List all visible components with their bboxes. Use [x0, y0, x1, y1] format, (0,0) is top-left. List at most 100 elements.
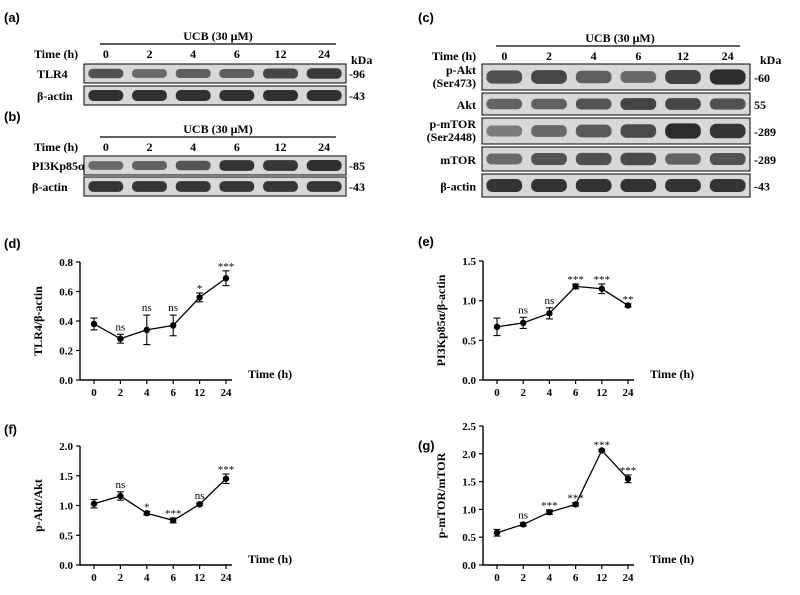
blot-b-1-band [132, 181, 167, 192]
blot-c-3-band [575, 152, 612, 166]
blot-b-1-band [219, 181, 255, 192]
data-point [90, 320, 98, 328]
chart-g: (g)0.00.51.01.52.02.50 2 4 6 12 24p-mTOR/mTOR… [418, 421, 694, 584]
data-point [572, 283, 579, 290]
data-point [170, 322, 177, 329]
blot-a-0-band [263, 68, 298, 79]
blot-c-0-band [486, 70, 523, 84]
blot-c-2-band [709, 123, 746, 139]
blot-b-time-tick: 24 [318, 140, 330, 154]
data-point [520, 521, 527, 528]
blot-c-2-band [575, 124, 612, 138]
blot-b-0-band [132, 161, 167, 170]
blot-c-3-band [531, 152, 567, 166]
significance-label: *** [594, 439, 611, 451]
blot-c-4-band [531, 178, 567, 193]
blot-b-time-tick: 2 [147, 140, 153, 154]
significance-label: ns [518, 304, 528, 316]
x-tick-label: 12 [596, 387, 608, 399]
blot-c-3-band [665, 153, 701, 165]
y-axis-label: p-mTOR/mTOR [434, 452, 448, 538]
blot-a-1-band [175, 90, 211, 101]
significance-label: * [144, 501, 150, 513]
data-point [598, 285, 605, 292]
blot-c-1-band [709, 98, 746, 110]
blot-c-time-label: Time (h) [432, 49, 476, 63]
blot-a-kda: -96 [349, 67, 365, 81]
blot-c-1-band [531, 98, 567, 110]
blot-a-treatment-label: UCB (30 μM) [183, 29, 252, 43]
data-point [90, 500, 98, 507]
blot-a-time-tick: 0 [103, 47, 109, 61]
x-tick-label: 2 [520, 572, 526, 584]
blot-a-time-tick: 2 [147, 47, 153, 61]
blot-b-row-label: PI3Kp85α [32, 159, 85, 173]
significance-label: *** [218, 261, 235, 273]
x-axis-label: Time (h) [248, 367, 292, 381]
blot-c-0-band [620, 71, 657, 83]
blot-c-kda: -289 [754, 153, 776, 167]
blot-c-1-band [665, 98, 701, 110]
blot-c-4-band [575, 178, 612, 193]
data-point [546, 310, 553, 317]
blot-b-time-tick: 12 [275, 140, 287, 154]
data-point [196, 501, 203, 508]
y-tick-label: 1.5 [462, 477, 476, 489]
blot-b-1-band [88, 181, 124, 192]
significance-label: *** [541, 500, 558, 512]
y-tick-label: 0.0 [462, 560, 476, 572]
x-tick-label: 0 [91, 572, 97, 584]
blot-a-kda: -43 [349, 89, 365, 103]
y-axis-label: PI3Kp85α/β-actin [434, 274, 448, 366]
blot-c-row-label: Akt [457, 98, 476, 112]
blot-a-row-label: TLR4 [37, 67, 68, 81]
x-tick-label: 6 [170, 572, 176, 584]
y-tick-label: 1.5 [59, 471, 73, 483]
x-axis-label: Time (h) [248, 552, 292, 566]
x-tick-label: 0 [494, 572, 500, 584]
x-tick-label: 24 [221, 387, 233, 399]
significance-label: *** [218, 464, 235, 476]
blot-c-row-label: β-actin [440, 180, 476, 194]
blot-c-0-band [709, 69, 746, 85]
data-point [624, 302, 632, 309]
x-tick-label: 0 [494, 387, 500, 399]
blot-c-4-band [620, 178, 657, 193]
x-tick-label: 24 [221, 572, 233, 584]
panel-label-a: (a) [4, 10, 20, 25]
blot-c-kda: -289 [754, 125, 776, 139]
blot-a-row-label: β-actin [37, 89, 73, 103]
y-tick-label: 0.0 [59, 560, 73, 572]
blot-c-4-band [665, 178, 701, 193]
data-point [117, 335, 124, 342]
y-tick-label: 0.8 [59, 257, 73, 269]
blot-c-kda: -43 [754, 180, 770, 194]
blot-b-time-label: Time (h) [34, 140, 78, 154]
y-axis-label: p-Akt/Akt [31, 479, 45, 532]
panel-label-g: (g) [418, 438, 435, 453]
blot-a-0-band [88, 68, 124, 79]
blot-c-kda: -60 [754, 71, 770, 85]
y-tick-label: 1.0 [59, 501, 73, 513]
blot-c-2-band [620, 124, 657, 138]
blot-b-1-band [175, 181, 211, 192]
blot-b-time-tick: 4 [190, 140, 196, 154]
data-point [493, 323, 501, 331]
blot-c-3-band [620, 152, 657, 166]
blot-b-row-label: β-actin [32, 180, 68, 194]
blot-c-time-tick: 0 [501, 49, 507, 63]
significance-label: ns [518, 510, 528, 522]
significance-label: ** [623, 294, 634, 306]
blot-a-1-band [219, 90, 255, 101]
blot-c-0-band [665, 70, 701, 84]
blot-a-0-band [306, 68, 342, 79]
panel-label-c: (c) [418, 10, 434, 25]
x-tick-label: 4 [547, 387, 553, 399]
quantification-charts: (d)0.00.20.40.60.80 2 4 6 12 24TLR4/β-actinTi… [4, 234, 694, 584]
panel-label-b: (b) [4, 109, 21, 124]
x-tick-label: 2 [118, 572, 124, 584]
blot-c-2-band [486, 125, 523, 137]
blot-a-kda-header: kDa [351, 53, 372, 67]
chart-e: (e)0.00.51.01.50 2 4 6 12 24PI3Kp85α/β-actinT… [418, 234, 694, 399]
